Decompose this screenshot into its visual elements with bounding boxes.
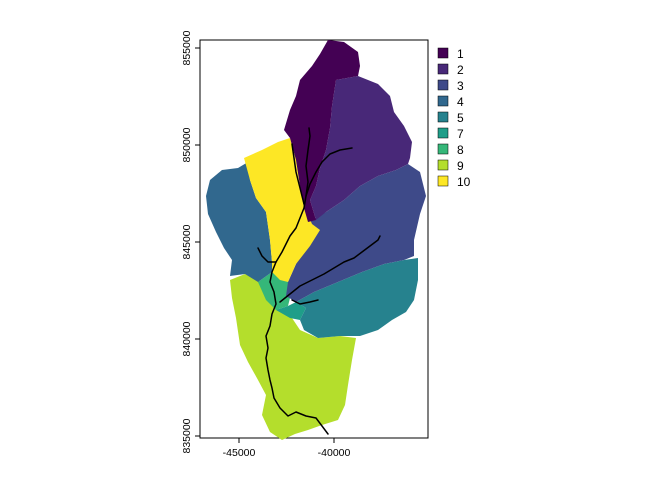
stream-trib-east xyxy=(279,235,381,303)
legend-swatch-9 xyxy=(437,159,449,171)
x-tick-label: -45000 xyxy=(223,447,256,459)
x-tick-label: -40000 xyxy=(318,447,351,459)
legend-swatch-5 xyxy=(437,111,449,123)
legend-label-7: 7 xyxy=(457,127,464,141)
subbasins xyxy=(206,40,426,440)
legend-label-5: 5 xyxy=(457,111,464,125)
y-tick-label: 850000 xyxy=(181,127,193,162)
stream-main xyxy=(265,127,329,435)
legend: 1 2 3 4 5 7 8 9 10 xyxy=(437,47,471,189)
y-tick-label: 845000 xyxy=(181,224,193,259)
subbasin-7 xyxy=(276,302,306,320)
legend-label-3: 3 xyxy=(457,79,464,93)
subbasin-8 xyxy=(258,272,292,310)
stream-trib-west xyxy=(257,247,277,263)
legend-label-8: 8 xyxy=(457,143,464,157)
stream-trib-north-east xyxy=(305,147,353,197)
subbasin-1 xyxy=(284,40,360,222)
subbasin-5 xyxy=(296,258,418,338)
subbasin-2 xyxy=(310,76,412,220)
subbasin-10 xyxy=(244,138,320,282)
stream-network xyxy=(257,127,381,435)
y-tick-label: 835000 xyxy=(181,418,193,453)
subbasin-9 xyxy=(230,274,356,440)
legend-label-2: 2 xyxy=(457,63,464,77)
legend-label-10: 10 xyxy=(457,175,471,189)
stream-trib-north-west xyxy=(291,143,305,205)
legend-swatch-4 xyxy=(437,95,449,107)
subbasin-4 xyxy=(206,162,272,282)
y-tick-label: 840000 xyxy=(181,321,193,356)
stream-trib-east-low xyxy=(291,299,319,305)
legend-swatch-3 xyxy=(437,79,449,91)
legend-swatch-10 xyxy=(437,175,449,187)
y-tick-label: 855000 xyxy=(181,30,193,65)
plot-frame xyxy=(199,39,429,439)
legend-swatch-7 xyxy=(437,127,449,139)
legend-label-9: 9 xyxy=(457,159,464,173)
legend-label-1: 1 xyxy=(457,47,464,61)
legend-swatch-1 xyxy=(437,47,449,59)
legend-label-4: 4 xyxy=(457,95,464,109)
legend-swatch-2 xyxy=(437,63,449,75)
x-axis: -45000 -40000 xyxy=(223,438,351,459)
y-axis: 835000 840000 845000 850000 855000 xyxy=(181,30,200,454)
subbasin-3 xyxy=(286,164,426,302)
legend-swatch-8 xyxy=(437,143,449,155)
